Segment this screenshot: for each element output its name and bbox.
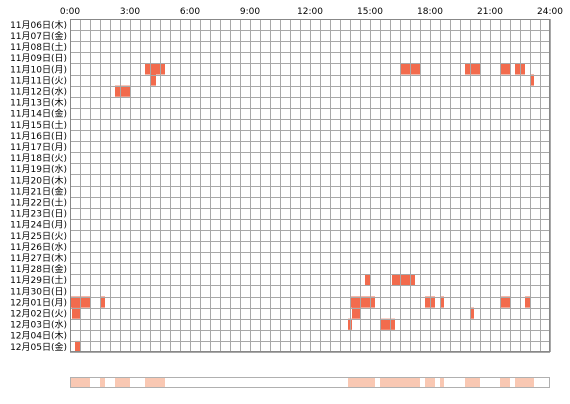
summary-strip	[70, 377, 550, 388]
row-label: 11月14日(金)	[10, 108, 67, 120]
x-tick-label: 18:00	[417, 7, 443, 17]
activity-block	[392, 274, 395, 286]
activity-block	[395, 274, 415, 286]
activity-block	[530, 74, 534, 86]
summary-block	[352, 377, 360, 388]
summary-block	[100, 377, 105, 388]
row-label: 11月25日(火)	[10, 231, 67, 242]
activity-block	[525, 296, 530, 308]
row-label: 11月24日(月)	[10, 220, 67, 231]
summary-block	[530, 377, 534, 388]
grid-lines	[70, 19, 551, 353]
activity-block	[352, 307, 360, 319]
activity-block	[465, 63, 480, 75]
x-tick-label: 21:00	[477, 7, 503, 17]
row-label: 11月11日(火)	[10, 75, 67, 86]
summary-block	[515, 377, 525, 388]
row-label: 11月07日(金)	[10, 30, 67, 42]
row-label: 11月13日(木)	[10, 97, 67, 109]
row-label: 11月27日(木)	[10, 252, 67, 264]
activity-block	[365, 274, 370, 286]
summary-block	[525, 377, 530, 388]
row-label: 11月10日(月)	[10, 64, 67, 75]
row-label: 11月08日(土)	[10, 41, 67, 53]
activity-block	[115, 85, 130, 97]
summary-block	[470, 377, 474, 388]
activity-block	[72, 307, 80, 319]
x-tick-label: 0:00	[60, 7, 80, 17]
activity-block	[440, 296, 444, 308]
row-label: 11月17日(月)	[10, 142, 67, 153]
row-label: 11月22日(土)	[10, 197, 67, 209]
summary-block	[380, 377, 395, 388]
summary-block	[115, 377, 130, 388]
summary-block	[75, 377, 80, 388]
row-label: 12月03日(水)	[10, 319, 67, 331]
activity-block	[75, 340, 80, 352]
x-tick-label: 24:00	[537, 7, 563, 17]
row-label: 11月12日(水)	[10, 86, 67, 98]
x-tick-labels: 0:00 3:00 6:00 9:00 12:00 15:00 18:00 21:00 24:0…	[60, 7, 563, 17]
activity-block	[500, 296, 510, 308]
summary-block	[500, 377, 510, 388]
summary-block	[150, 377, 156, 388]
activity-block	[370, 296, 375, 308]
row-label: 11月29日(土)	[10, 274, 67, 286]
row-label: 11月06日(木)	[10, 19, 67, 31]
activity-block	[100, 296, 105, 308]
summary-block	[395, 377, 415, 388]
x-tick-label: 12:00	[297, 7, 323, 17]
row-label: 12月05日(金)	[10, 341, 67, 353]
row-label: 11月16日(日)	[10, 131, 67, 142]
summary-block	[348, 377, 352, 388]
summary-border	[70, 377, 550, 388]
activity-block	[470, 307, 474, 319]
summary-block	[370, 377, 375, 388]
row-label: 11月21日(金)	[10, 185, 67, 197]
activity-block	[500, 63, 510, 75]
activity-block	[380, 318, 395, 330]
row-label: 11月20日(木)	[10, 174, 67, 186]
row-label: 11月15日(土)	[10, 119, 67, 131]
row-label: 11月09日(日)	[10, 53, 67, 64]
row-label: 12月04日(木)	[10, 330, 67, 342]
row-label: 12月02日(火)	[10, 309, 67, 320]
x-tick-label: 6:00	[180, 7, 200, 17]
row-label: 11月19日(水)	[10, 163, 67, 175]
row-labels: 11月06日(木)11月07日(金)11月08日(土)11月09日(日)11月1…	[10, 19, 67, 353]
x-tick-label: 3:00	[120, 7, 140, 17]
row-label: 11月30日(日)	[10, 286, 67, 297]
row-label: 11月28日(金)	[10, 263, 67, 275]
plot-border	[70, 19, 550, 352]
x-tick-label: 9:00	[240, 7, 260, 17]
activity-block	[145, 63, 165, 75]
summary-block	[425, 377, 435, 388]
summary-block	[440, 377, 444, 388]
row-label: 11月23日(日)	[10, 209, 67, 220]
x-tick-label: 15:00	[357, 7, 383, 17]
row-label: 12月01日(月)	[10, 297, 67, 308]
activity-block	[150, 74, 156, 86]
row-label: 11月18日(火)	[10, 153, 67, 164]
row-label: 11月26日(水)	[10, 241, 67, 253]
